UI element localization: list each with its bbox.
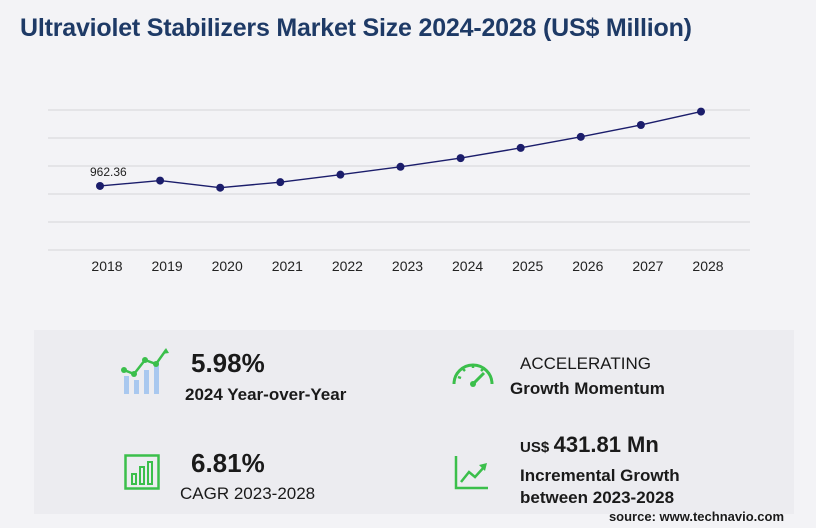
data-point: [396, 162, 405, 171]
x-axis-ticks: 2018 2019 2020 2021 2022 2023 2024 2025 2026 2027…: [91, 258, 723, 274]
trend-up-icon: [454, 456, 488, 490]
stats-panel: 5.98% 2024 Year-over-Year ACCELERATING G…: [34, 330, 794, 514]
cagr-label: CAGR 2023-2028: [180, 484, 316, 503]
x-tick-label: 2020: [212, 258, 243, 274]
grid-lines: [48, 109, 750, 251]
source-credit: source: www.technavio.com: [608, 509, 784, 524]
incremental-label-1: Incremental Growth: [520, 466, 680, 485]
x-tick-label: 2022: [332, 258, 363, 274]
x-tick-label: 2019: [152, 258, 183, 274]
chart-title: Ultraviolet Stabilizers Market Size 2024…: [20, 14, 692, 42]
data-point: [216, 183, 225, 192]
x-tick-label: 2027: [632, 258, 663, 274]
data-point: [276, 178, 285, 187]
data-point: [516, 143, 525, 152]
data-point: [96, 181, 104, 190]
yoy-label: 2024 Year-over-Year: [185, 385, 347, 404]
data-point: [576, 132, 585, 141]
data-label: 962.36: [90, 165, 127, 179]
x-tick-label: 2024: [452, 258, 483, 274]
momentum-value: ACCELERATING: [520, 354, 651, 373]
data-point: [697, 107, 705, 116]
line-chart: 2018 2019 2020 2021 2022 2023 2024 2025 2026 2027…: [48, 107, 750, 274]
x-tick-label: 2025: [512, 258, 543, 274]
incremental-value-row: US$ 431.81 Mn: [520, 432, 659, 458]
x-tick-label: 2021: [272, 258, 303, 274]
yoy-value: 5.98%: [191, 348, 265, 378]
speedometer-icon: [452, 363, 494, 387]
x-tick-label: 2026: [572, 258, 603, 274]
cagr-value: 6.81%: [191, 448, 265, 478]
data-point: [456, 154, 465, 163]
currency-prefix: US$: [520, 439, 550, 456]
bar-chart-icon: [124, 454, 160, 490]
bar-growth-icon: [121, 348, 169, 394]
data-point: [636, 120, 645, 129]
x-tick-label: 2018: [91, 258, 122, 274]
incremental-value: 431.81 Mn: [553, 432, 659, 457]
x-tick-label: 2023: [392, 258, 423, 274]
series-line: [99, 110, 702, 189]
data-labels: 962.36: [90, 165, 127, 179]
incremental-label-2: between 2023-2028: [520, 488, 675, 507]
data-point: [336, 170, 345, 179]
data-point: [156, 176, 165, 185]
x-tick-label: 2028: [692, 258, 723, 274]
momentum-label: Growth Momentum: [510, 379, 665, 398]
data-points: [96, 107, 705, 192]
